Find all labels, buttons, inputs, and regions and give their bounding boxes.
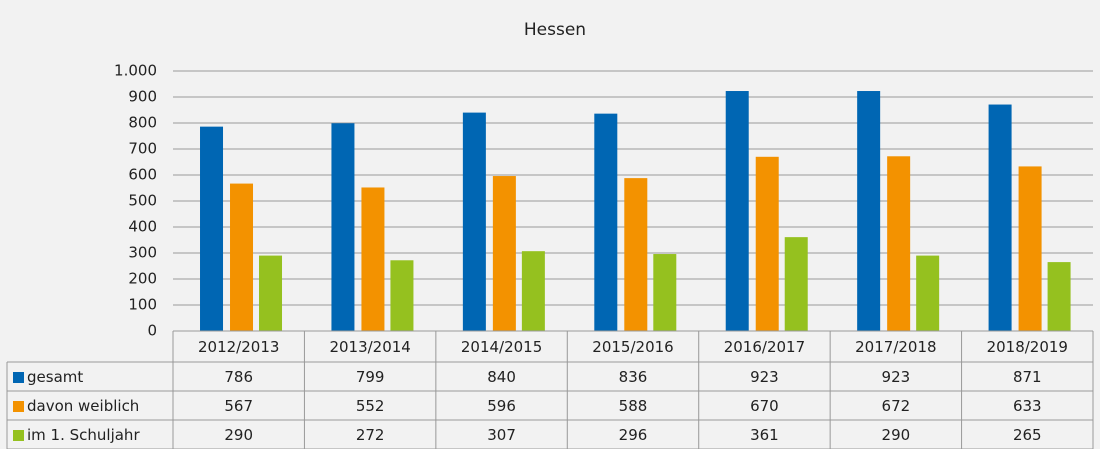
table-value: 633 (1013, 397, 1042, 415)
chart-title: Hessen (524, 20, 586, 40)
x-tick-label: 2012/2013 (198, 338, 279, 356)
y-tick-label: 300 (128, 244, 157, 262)
y-tick-label: 900 (128, 88, 157, 106)
bar (857, 91, 881, 332)
table-value: 672 (882, 397, 911, 415)
table-value: 840 (487, 368, 516, 386)
bar (653, 254, 677, 331)
bar (594, 113, 618, 331)
bar (1018, 166, 1042, 331)
legend-swatch (13, 430, 24, 441)
table-value: 567 (224, 397, 253, 415)
bar (230, 183, 254, 331)
y-tick-label: 1.000 (114, 62, 157, 80)
y-tick-label: 200 (128, 270, 157, 288)
table-value: 361 (750, 426, 779, 444)
bar (1047, 262, 1071, 331)
y-tick-label: 700 (128, 140, 157, 158)
legend-label: davon weiblich (27, 397, 139, 415)
legend-swatch (13, 401, 24, 412)
table-value: 265 (1013, 426, 1042, 444)
bar (390, 260, 414, 331)
bar (462, 112, 486, 331)
table-value: 923 (882, 368, 911, 386)
x-tick-label: 2016/2017 (724, 338, 805, 356)
y-tick-label: 400 (128, 218, 157, 236)
table-value: 588 (619, 397, 648, 415)
table-value: 290 (882, 426, 911, 444)
y-tick-label: 800 (128, 114, 157, 132)
legend-label: im 1. Schuljahr (27, 426, 140, 444)
bar (916, 255, 940, 331)
table-value: 296 (619, 426, 648, 444)
bar (988, 104, 1012, 331)
bar (259, 255, 283, 331)
x-tick-label: 2017/2018 (855, 338, 936, 356)
table-value: 836 (619, 368, 648, 386)
x-tick-label: 2015/2016 (592, 338, 673, 356)
bar (361, 187, 385, 331)
table-value: 786 (224, 368, 253, 386)
y-tick-label: 600 (128, 166, 157, 184)
bar (624, 178, 648, 331)
bar (200, 126, 224, 331)
x-tick-label: 2014/2015 (461, 338, 542, 356)
bar (755, 156, 779, 331)
table-value: 596 (487, 397, 516, 415)
table-value: 871 (1013, 368, 1042, 386)
bar (784, 237, 808, 331)
bar (725, 91, 749, 332)
table-value: 272 (356, 426, 385, 444)
table-value: 552 (356, 397, 385, 415)
table-value: 290 (224, 426, 253, 444)
y-tick-label: 500 (128, 192, 157, 210)
y-tick-label: 0 (147, 322, 157, 340)
legend-swatch (13, 372, 24, 383)
table-value: 799 (356, 368, 385, 386)
table-value: 307 (487, 426, 516, 444)
x-tick-label: 2018/2019 (987, 338, 1068, 356)
bar (492, 176, 516, 331)
y-tick-label: 100 (128, 296, 157, 314)
x-tick-label: 2013/2014 (329, 338, 410, 356)
table-value: 923 (750, 368, 779, 386)
legend-label: gesamt (27, 368, 83, 386)
table-value: 670 (750, 397, 779, 415)
bar (521, 251, 545, 331)
bar (887, 156, 911, 331)
bar (331, 123, 355, 331)
